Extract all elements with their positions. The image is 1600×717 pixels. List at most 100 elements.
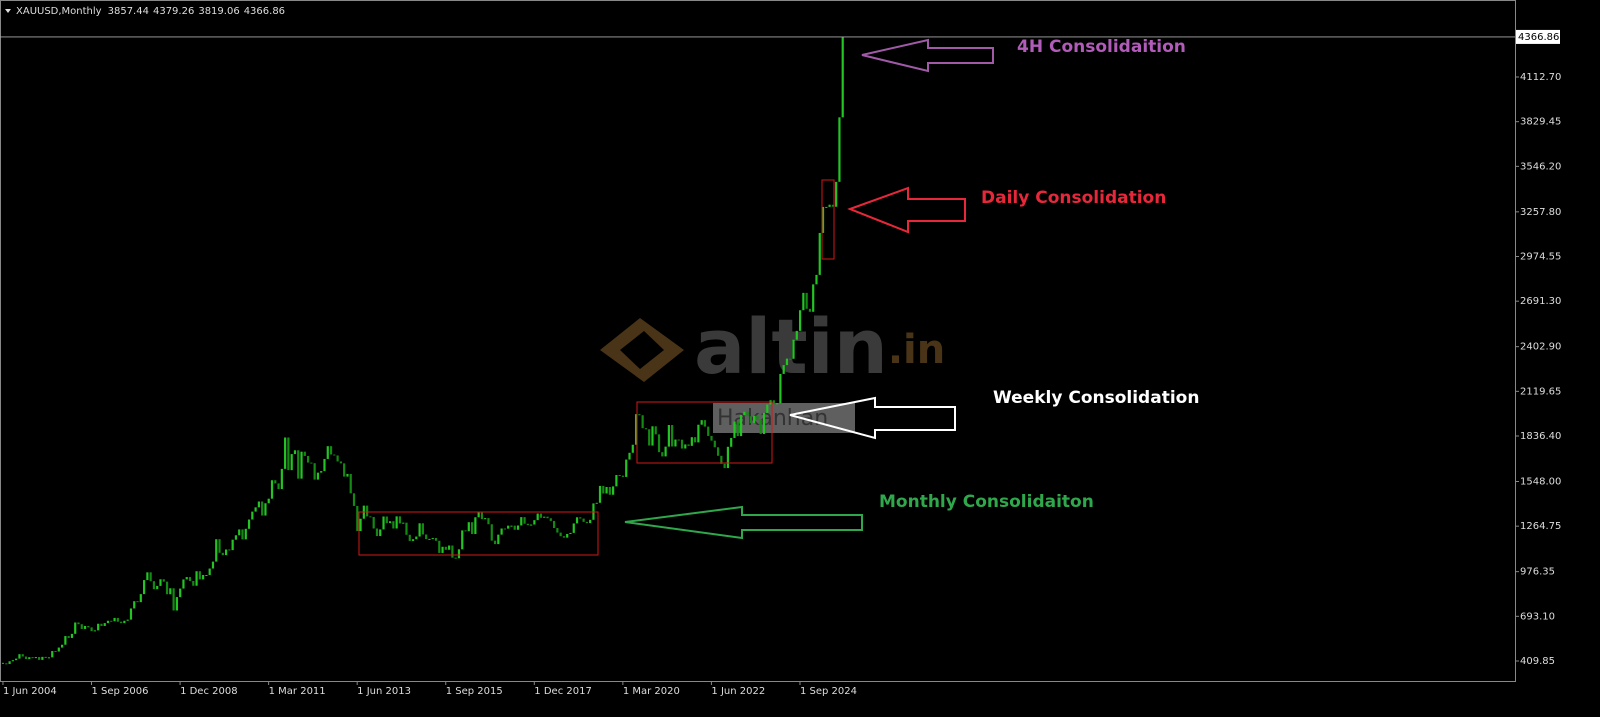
candle bbox=[241, 529, 244, 540]
candle bbox=[303, 451, 306, 456]
candle bbox=[539, 513, 543, 518]
candle bbox=[146, 572, 149, 581]
candle bbox=[90, 627, 93, 632]
candle bbox=[530, 524, 533, 526]
candle bbox=[120, 621, 123, 624]
candle bbox=[31, 657, 34, 659]
y-tick-label: 4112.70 bbox=[1520, 72, 1561, 83]
candle bbox=[815, 274, 818, 285]
candle bbox=[795, 330, 798, 340]
candle bbox=[47, 657, 51, 659]
candle bbox=[487, 518, 490, 525]
candle bbox=[713, 440, 716, 448]
candle bbox=[274, 480, 277, 484]
candle bbox=[165, 581, 169, 595]
candle bbox=[395, 516, 398, 529]
candle bbox=[34, 657, 37, 659]
candle bbox=[313, 463, 316, 480]
candle bbox=[149, 572, 152, 582]
candle bbox=[818, 232, 821, 275]
candle bbox=[336, 455, 339, 462]
candle bbox=[674, 439, 677, 447]
candle bbox=[205, 575, 208, 577]
candle bbox=[352, 493, 356, 506]
x-tick-label: 1 Mar 2011 bbox=[269, 686, 326, 697]
x-tick-label: 1 Dec 2008 bbox=[180, 686, 238, 697]
candle bbox=[756, 415, 759, 420]
candle bbox=[618, 475, 621, 477]
candle bbox=[700, 420, 703, 425]
candle bbox=[566, 534, 569, 538]
candle bbox=[175, 597, 178, 611]
candle bbox=[379, 529, 382, 537]
y-tick-label: 976.35 bbox=[1520, 567, 1555, 578]
candle bbox=[631, 444, 634, 453]
candle bbox=[792, 339, 795, 359]
candle bbox=[651, 426, 654, 446]
candle bbox=[293, 450, 297, 455]
candle bbox=[736, 421, 739, 437]
candle bbox=[254, 507, 257, 512]
y-tick-label: 1836.40 bbox=[1520, 431, 1561, 442]
candle bbox=[684, 444, 687, 449]
candle bbox=[546, 516, 549, 519]
candle bbox=[513, 525, 516, 530]
x-tick-label: 1 Sep 2024 bbox=[800, 686, 857, 697]
candle bbox=[602, 485, 605, 494]
candle bbox=[749, 416, 752, 423]
candle bbox=[106, 620, 110, 624]
candle bbox=[582, 518, 585, 522]
candle bbox=[694, 437, 697, 443]
candle bbox=[739, 415, 743, 437]
candle bbox=[133, 601, 136, 609]
candle bbox=[415, 536, 418, 540]
candle bbox=[556, 528, 559, 533]
candle bbox=[103, 623, 106, 626]
x-tick-label: 1 Sep 2006 bbox=[92, 686, 149, 697]
candle bbox=[615, 475, 618, 487]
candle bbox=[720, 455, 723, 464]
y-tick-label: 1548.00 bbox=[1520, 476, 1561, 487]
candle bbox=[825, 206, 828, 208]
candle bbox=[743, 411, 746, 416]
candle bbox=[516, 525, 520, 530]
candle bbox=[51, 651, 54, 658]
menu-triangle[interactable] bbox=[5, 9, 11, 13]
candle bbox=[828, 204, 831, 207]
candle bbox=[562, 536, 566, 538]
daily-box bbox=[821, 179, 835, 260]
x-tick-label: 1 Jun 2013 bbox=[357, 686, 411, 697]
candle bbox=[664, 446, 667, 457]
candle bbox=[579, 517, 582, 519]
candle bbox=[238, 529, 241, 536]
candle bbox=[411, 539, 415, 541]
logo-inner bbox=[620, 331, 664, 369]
candle bbox=[179, 588, 182, 598]
candle bbox=[310, 462, 313, 464]
candle bbox=[477, 512, 480, 518]
candle bbox=[366, 505, 369, 517]
candle bbox=[759, 419, 762, 435]
x-tick-label: 1 Sep 2015 bbox=[446, 686, 503, 697]
candle bbox=[182, 579, 185, 589]
candle bbox=[710, 435, 713, 441]
candle bbox=[569, 532, 572, 535]
candle bbox=[802, 292, 805, 311]
candle bbox=[648, 429, 651, 446]
candle bbox=[8, 661, 11, 664]
candle bbox=[74, 622, 77, 634]
annotation: 4H Consolidaition bbox=[1017, 37, 1186, 57]
candle bbox=[67, 636, 70, 638]
annotation: Monthly Consolidaiton bbox=[879, 492, 1094, 512]
candle bbox=[277, 483, 280, 490]
candle bbox=[97, 623, 100, 631]
candle bbox=[64, 636, 67, 645]
x-tick-label: 1 Mar 2020 bbox=[623, 686, 680, 697]
candle bbox=[805, 292, 808, 309]
candle bbox=[589, 519, 592, 524]
candle bbox=[77, 622, 80, 625]
candle bbox=[425, 534, 428, 540]
candle bbox=[284, 437, 287, 469]
candle bbox=[333, 454, 336, 456]
